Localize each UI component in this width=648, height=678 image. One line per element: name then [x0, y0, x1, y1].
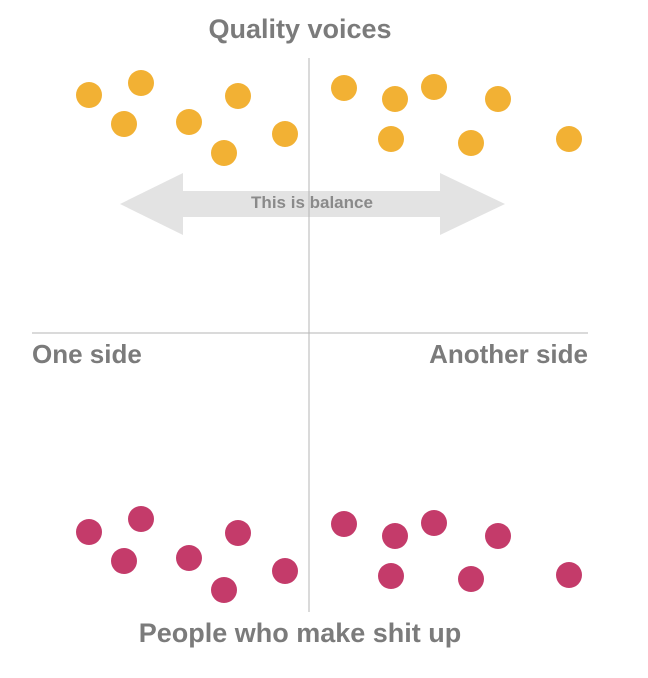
- quality-voice-dot: [128, 70, 154, 96]
- quality-voices-label: Quality voices: [208, 14, 392, 44]
- made-up-dot: [485, 523, 511, 549]
- made-up-dot: [556, 562, 582, 588]
- quality-voice-dot: [211, 140, 237, 166]
- balance-label: This is balance: [251, 193, 373, 212]
- quality-voice-dot: [176, 109, 202, 135]
- made-up-dot: [378, 563, 404, 589]
- made-up-dot: [128, 506, 154, 532]
- made-up-dot: [272, 558, 298, 584]
- balance-arrow: [120, 173, 505, 235]
- quality-voice-dot: [421, 74, 447, 100]
- another-side-label: Another side: [429, 339, 588, 369]
- made-up-dot: [225, 520, 251, 546]
- quality-voice-dot: [111, 111, 137, 137]
- quality-voice-dot: [458, 130, 484, 156]
- quality-voice-dot: [225, 83, 251, 109]
- quality-voice-dot: [382, 86, 408, 112]
- quality-voice-dot: [378, 126, 404, 152]
- quality-voice-dot: [272, 121, 298, 147]
- made-up-dot: [421, 510, 447, 536]
- made-up-dot: [382, 523, 408, 549]
- quality-voice-dot: [331, 75, 357, 101]
- made-up-dot: [76, 519, 102, 545]
- quality-voice-dot: [556, 126, 582, 152]
- made-up-dot: [331, 511, 357, 537]
- made-up-dot: [111, 548, 137, 574]
- made-up-dot: [458, 566, 484, 592]
- made-up-dots: [76, 506, 582, 603]
- made-up-dot: [211, 577, 237, 603]
- quality-voices-dots: [76, 70, 582, 166]
- quality-voice-dot: [485, 86, 511, 112]
- one-side-label: One side: [32, 339, 142, 369]
- made-up-label: People who make shit up: [138, 618, 462, 648]
- quality-voice-dot: [76, 82, 102, 108]
- made-up-dot: [176, 545, 202, 571]
